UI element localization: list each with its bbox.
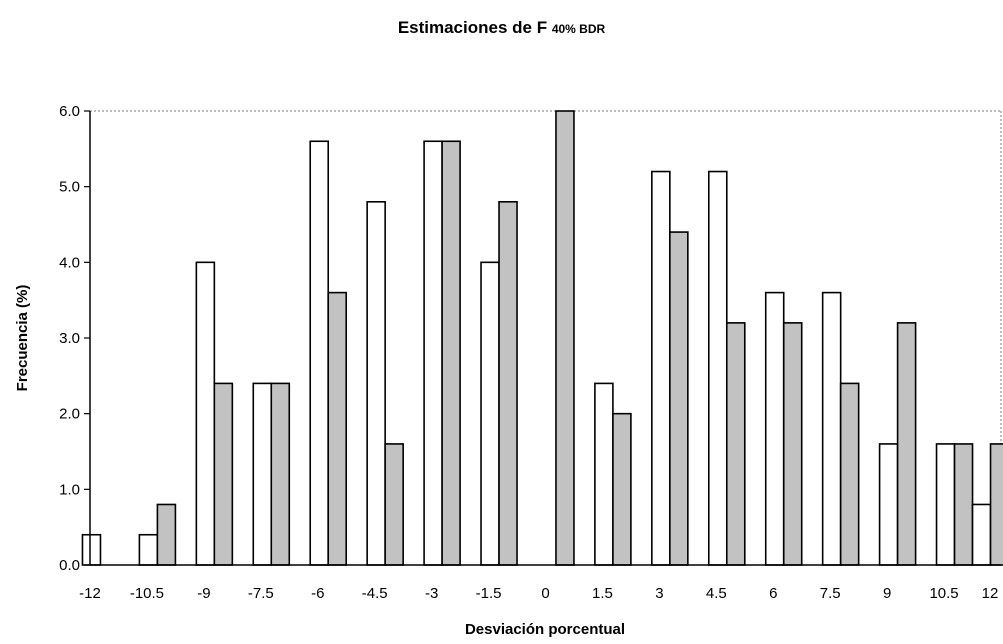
axes: 0.0 1.0 2.0 3.0 4.0 5.0 6.0 -12 -10.5 -9 -7.5 -6 -4.… (59, 103, 1001, 602)
bar-series-1-bin-16 (935, 443, 956, 566)
bar-series-2-bin-2 (156, 503, 177, 566)
x-tick-label: -9 (197, 585, 210, 602)
x-tick-label: -10.5 (130, 585, 164, 602)
bar-series-2-bin-16 (953, 443, 974, 566)
y-tick-label: 5.0 (59, 179, 80, 196)
x-tick-label: 4.5 (706, 585, 727, 602)
bar-series-2-bin-15 (896, 322, 917, 566)
bar-series-1-bin-7 (423, 140, 443, 566)
bar-series-2-bin-12 (725, 322, 746, 566)
y-tick-label: 1.0 (59, 481, 80, 498)
bar-series-1-bin-2 (138, 533, 159, 566)
bar-series-2-bin-3 (213, 382, 234, 566)
bar-series-2-bin-14 (839, 382, 860, 566)
y-tick-label: 2.0 (59, 406, 80, 423)
bar-series-1-bin-5 (309, 140, 330, 566)
y-axis-title: Frecuencia (%) (14, 285, 31, 392)
x-tick-label: 6 (769, 585, 777, 602)
bar-series-3-bin-16 (971, 503, 992, 566)
x-tick-label: -1.5 (476, 585, 502, 602)
x-tick-label: -7.5 (248, 585, 274, 602)
bar-series-1-bin-14 (821, 291, 842, 566)
bar-series-1-bin-6 (366, 201, 386, 566)
chart-title-main: Estimaciones de F (397, 18, 548, 37)
bar-series-1-bin-1 (81, 533, 102, 566)
x-tick-label: 9 (883, 585, 891, 602)
bar-series-4-bin-16 (989, 443, 1003, 566)
x-tick-label: -6 (311, 585, 324, 602)
x-tick-label: -3 (425, 585, 438, 602)
bar-series-1-bin-10 (594, 382, 614, 566)
bar-series-2-bin-10 (612, 412, 632, 566)
x-tick-label: 12 (982, 585, 999, 602)
x-tick-label: 1.5 (592, 585, 613, 602)
bar-series-1-bin-8 (480, 261, 500, 566)
bar-series-2-bin-5 (327, 291, 348, 566)
bar-series-2-bin-7 (441, 140, 461, 566)
x-tick-label: -4.5 (362, 585, 388, 602)
x-tick-label: 7.5 (820, 585, 841, 602)
bar-series-1-bin-11 (651, 170, 671, 566)
x-tick-label: 10.5 (929, 585, 958, 602)
x-tick-label: 3 (655, 585, 663, 602)
bar-series-2-bin-13 (782, 322, 803, 566)
bar-series-2-bin-8 (498, 201, 518, 566)
x-axis-title: Desviación porcentual (465, 621, 625, 638)
bar-series-2-bin-6 (384, 443, 404, 566)
y-tick-label: 0.0 (59, 557, 80, 574)
bar-series-2-bin-11 (669, 231, 689, 566)
bar-series-1-bin-3 (195, 261, 216, 566)
chart-title: Estimaciones de F 40% BDR (0, 18, 1003, 38)
bar-series-1-bin-15 (878, 443, 899, 566)
x-tick-label: 0 (541, 585, 549, 602)
x-tick-label: -12 (79, 585, 101, 602)
y-tick-label: 4.0 (59, 254, 80, 271)
bar-series-1-bin-12 (707, 170, 728, 566)
y-tick-label: 6.0 (59, 103, 80, 120)
bar-series-1-bin-13 (764, 291, 785, 566)
y-tick-label: 3.0 (59, 330, 80, 347)
bar-series-2-bin-9 (555, 110, 575, 566)
bars (81, 110, 1003, 566)
bar-series-1-bin-4 (252, 382, 273, 566)
chart-title-subscript: 40% BDR (551, 22, 606, 36)
bar-series-2-bin-4 (270, 382, 291, 566)
